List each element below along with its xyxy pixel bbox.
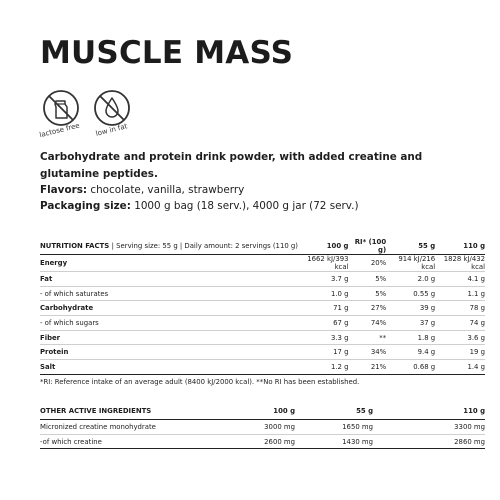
packaging-label: Packaging size: — [40, 200, 131, 212]
lactose-free-badge: lactose free — [36, 88, 86, 139]
value-100g: 1.2 g — [297, 359, 349, 375]
value-ri: 5% — [348, 286, 387, 302]
value-ri: 5% — [348, 271, 387, 287]
value-110g: 2860 mg — [373, 434, 485, 450]
nutrient-name: Salt — [40, 359, 298, 375]
value-55g: 2.0 g — [386, 271, 436, 287]
nutrient-name: Energy — [40, 254, 298, 272]
value-100g: 3.7 g — [297, 271, 349, 287]
value-ri: 74% — [348, 315, 387, 331]
value-100g: 2600 mg — [215, 434, 295, 450]
table-row: Fiber 3.3 g ** 1.8 g 3.6 g — [40, 330, 485, 346]
value-110g: 4.1 g — [435, 271, 485, 287]
value-ri: 34% — [348, 344, 387, 361]
nutrition-header: NUTRITION FACTS | Serving size: 55 g | D… — [40, 238, 298, 255]
value-55g: 1650 mg — [295, 419, 373, 435]
table-row: - of which saturates 1.0 g 5% 0.55 g 1.1 g — [40, 286, 485, 302]
nutrition-footnote: *RI: Reference intake of an average adul… — [40, 378, 360, 386]
packaging-line: Packaging size: 1000 g bag (18 serv.), 4… — [40, 199, 359, 213]
nutrient-name: Fiber — [40, 330, 298, 346]
value-55g: 1.8 g — [386, 330, 436, 346]
value-100g: 1662 kJ/393 kcal — [297, 254, 349, 272]
active-col-110g: 110 g — [373, 403, 485, 420]
value-110g: 1.4 g — [435, 359, 485, 375]
value-55g: 39 g — [386, 300, 436, 317]
low-in-fat-badge: low in fat — [87, 88, 137, 138]
nutrition-facts-table: NUTRITION FACTS | Serving size: 55 g | D… — [40, 238, 485, 375]
nutrient-name: Protein — [40, 344, 298, 361]
active-header-row: OTHER ACTIVE INGREDIENTS 100 g 55 g 110 … — [40, 403, 485, 420]
table-row: Carbohydrate 71 g 27% 39 g 78 g — [40, 300, 485, 317]
value-110g: 74 g — [435, 315, 485, 331]
value-ri: 27% — [348, 300, 387, 317]
active-col-100g: 100 g — [215, 403, 295, 420]
active-col-55g: 55 g — [295, 403, 373, 420]
table-row: Protein 17 g 34% 9.4 g 19 g — [40, 344, 485, 361]
value-100g: 1.0 g — [297, 286, 349, 302]
lactose-free-icon — [43, 90, 79, 126]
value-ri: 20% — [348, 254, 387, 272]
value-55g: 0.68 g — [386, 359, 436, 375]
table-row: Salt 1.2 g 21% 0.68 g 1.4 g — [40, 359, 485, 375]
value-55g: 914 kJ/216 kcal — [386, 254, 436, 272]
nutrient-name: Carbohydrate — [40, 300, 298, 317]
col-55g: 55 g — [386, 238, 436, 255]
nutrition-title: NUTRITION FACTS — [40, 242, 110, 250]
nutrient-name: - of which saturates — [40, 286, 298, 302]
table-row: Micronized creatine monohydrate 3000 mg 16… — [40, 419, 485, 435]
col-110g: 110 g — [435, 238, 485, 255]
product-title: MUSCLE MASS — [40, 35, 294, 71]
value-ri: 21% — [348, 359, 387, 375]
value-110g: 3.6 g — [435, 330, 485, 346]
serving-info: | Serving size: 55 g | Daily amount: 2 s… — [111, 242, 298, 250]
value-100g: 3000 mg — [215, 419, 295, 435]
nutrient-name: Fat — [40, 271, 298, 287]
flavors-label: Flavors: — [40, 184, 88, 196]
value-110g: 1828 kJ/432 kcal — [435, 254, 485, 272]
col-ri: RI* (100 g) — [348, 238, 387, 255]
value-55g: 37 g — [386, 315, 436, 331]
value-100g: 17 g — [297, 344, 349, 361]
table-row: -of which creatine 2600 mg 1430 mg 2860 mg — [40, 434, 485, 450]
table-row: Energy 1662 kJ/393 kcal 20% 914 kJ/216 kcal… — [40, 254, 485, 272]
value-110g: 3300 mg — [373, 419, 485, 435]
flavors-line: Flavors: chocolate, vanilla, strawberry — [40, 183, 244, 197]
value-ri: ** — [348, 330, 387, 346]
ingredient-name: -of which creatine — [40, 434, 215, 450]
value-100g: 3.3 g — [297, 330, 349, 346]
flavors-value: chocolate, vanilla, strawberry — [90, 184, 245, 196]
product-description: Carbohydrate and protein drink powder, w… — [40, 151, 423, 180]
active-ingredients-table: OTHER ACTIVE INGREDIENTS 100 g 55 g 110 … — [40, 403, 485, 450]
ingredient-name: Micronized creatine monohydrate — [40, 419, 215, 435]
value-100g: 67 g — [297, 315, 349, 331]
table-row: - of which sugars 67 g 74% 37 g 74 g — [40, 315, 485, 331]
value-110g: 19 g — [435, 344, 485, 361]
col-100g: 100 g — [297, 238, 349, 255]
packaging-value: 1000 g bag (18 serv.), 4000 g jar (72 se… — [134, 200, 359, 212]
table-row: Fat 3.7 g 5% 2.0 g 4.1 g — [40, 271, 485, 287]
value-100g: 71 g — [297, 300, 349, 317]
value-55g: 0.55 g — [386, 286, 436, 302]
active-title: OTHER ACTIVE INGREDIENTS — [40, 403, 215, 420]
low-in-fat-icon — [94, 90, 130, 126]
value-55g: 1430 mg — [295, 434, 373, 450]
nutrition-header-row: NUTRITION FACTS | Serving size: 55 g | D… — [40, 238, 485, 255]
nutrient-name: - of which sugars — [40, 315, 298, 331]
value-110g: 78 g — [435, 300, 485, 317]
value-55g: 9.4 g — [386, 344, 436, 361]
value-110g: 1.1 g — [435, 286, 485, 302]
